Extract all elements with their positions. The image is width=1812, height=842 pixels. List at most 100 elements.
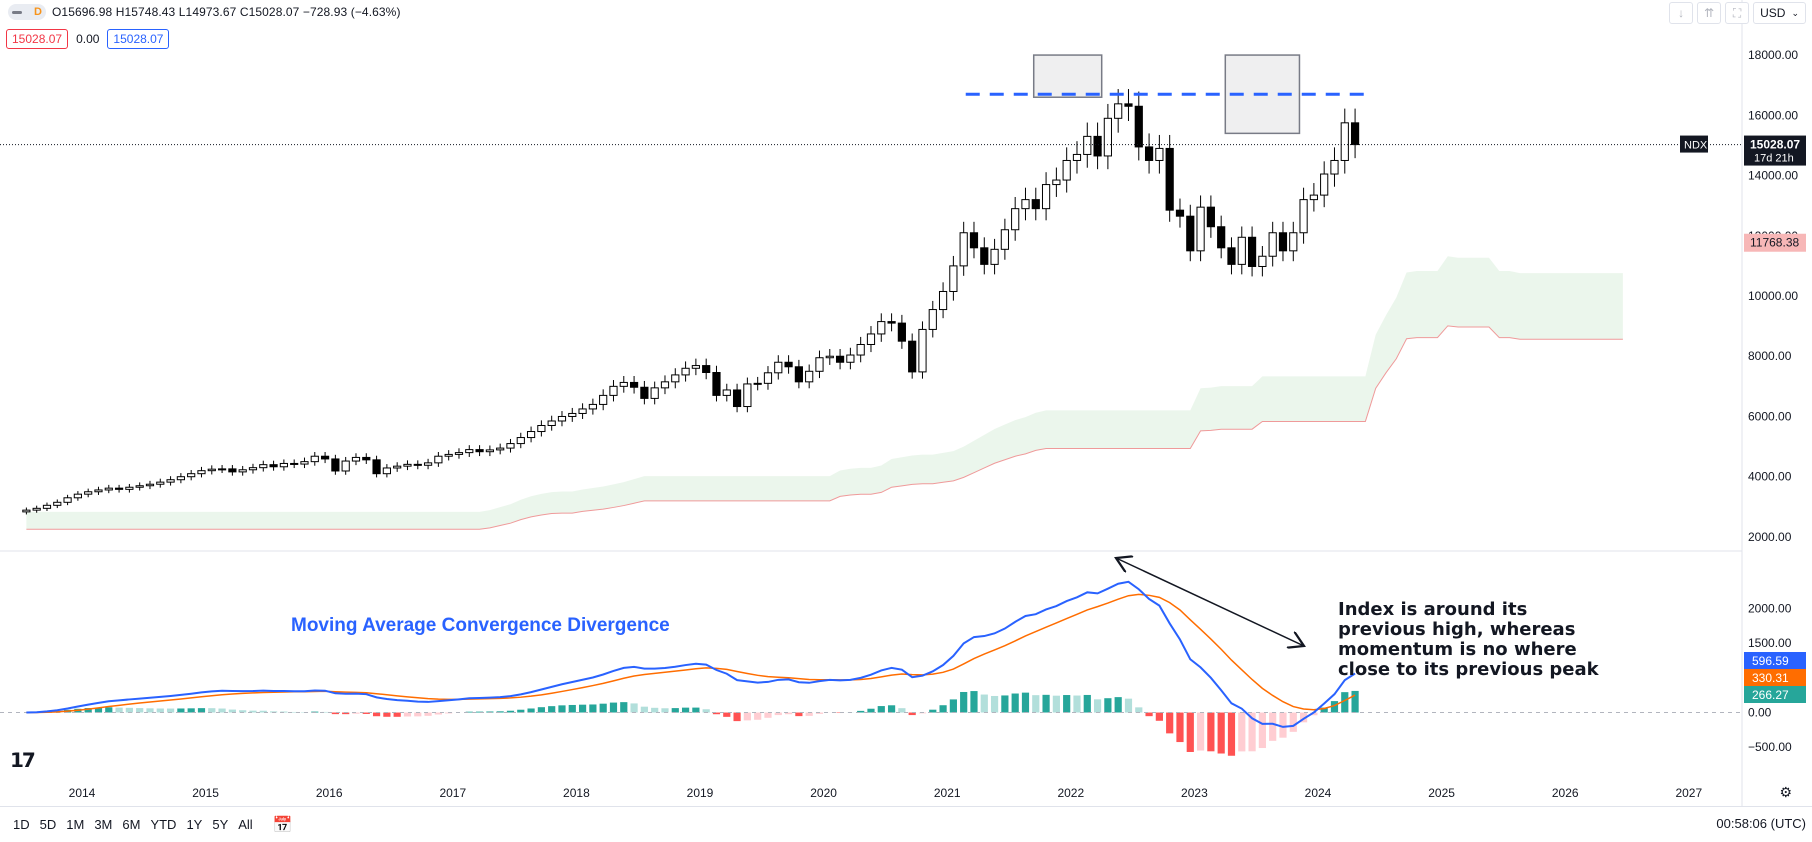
text-annotation[interactable]: Index is around its previous high, where…: [1338, 600, 1599, 680]
currency-select[interactable]: USD ⌄: [1753, 2, 1806, 24]
histogram-bar: [1299, 712, 1308, 723]
candle-body: [846, 354, 855, 363]
sell-price-button[interactable]: 15028.07: [6, 29, 69, 49]
time-axis-tick: 2015: [192, 786, 219, 800]
histogram-bar: [1289, 712, 1297, 732]
candle-body: [1237, 236, 1246, 265]
fullscreen-icon[interactable]: ⛶: [1725, 2, 1750, 24]
candle-body: [1093, 135, 1102, 157]
range-6m[interactable]: 6M: [122, 817, 141, 832]
time-axis-tick: 2017: [439, 786, 466, 800]
candle-body: [475, 449, 484, 453]
histogram-bar: [115, 707, 123, 713]
candle-body: [671, 374, 680, 383]
time-axis-tick: 2019: [687, 786, 714, 800]
time-axis-tick: 2027: [1675, 786, 1702, 800]
histogram-bar: [269, 711, 278, 713]
price-axis-tick: 4000.00: [1748, 470, 1792, 484]
candle-body: [1144, 146, 1154, 161]
candle-body: [331, 458, 340, 472]
histogram-bar: [496, 711, 504, 713]
histogram-bar: [774, 712, 782, 716]
histogram-bar: [1104, 698, 1112, 713]
histogram-bar: [486, 711, 494, 713]
range-all[interactable]: All: [238, 817, 253, 832]
candle-body: [588, 403, 597, 410]
range-1d[interactable]: 1D: [13, 817, 30, 832]
candle-body: [619, 381, 628, 387]
histogram-bar: [589, 704, 597, 713]
histogram-bar: [424, 712, 432, 716]
candle-body: [1021, 199, 1030, 210]
candle-body: [949, 265, 958, 292]
annotation-line: Index is around its: [1338, 599, 1528, 620]
candle-body: [94, 489, 103, 493]
gear-icon[interactable]: ⚙: [1779, 784, 1792, 800]
indicator-label: Moving Average Convergence Divergence: [291, 615, 670, 636]
range-1m[interactable]: 1M: [66, 817, 85, 832]
candle-body: [650, 387, 659, 399]
macd-line: [26, 580, 1356, 728]
candle-body: [578, 408, 587, 414]
chart-canvas[interactable]: 2000.004000.006000.008000.0010000.001200…: [0, 0, 1812, 806]
histogram-bar: [177, 708, 185, 713]
candle-body: [351, 456, 361, 462]
histogram-bar: [414, 712, 422, 717]
candle-body: [403, 463, 412, 467]
candle-body: [825, 355, 834, 359]
range-ytd[interactable]: YTD: [150, 817, 177, 832]
calendar-icon[interactable]: 📅: [272, 816, 293, 834]
histogram-bar: [970, 691, 978, 713]
double-arrow-up-icon[interactable]: ⇈: [1697, 2, 1722, 24]
candle-body: [743, 383, 752, 408]
arrow-down-icon[interactable]: ↓: [1669, 2, 1694, 24]
price-axis-tick: 8000.00: [1748, 349, 1792, 363]
histogram-bar: [898, 708, 906, 713]
histogram-bar: [239, 710, 247, 713]
histogram-bar: [1320, 707, 1328, 713]
candle-body: [1124, 103, 1133, 107]
tradingview-logo-icon[interactable]: 𝟭𝟳: [10, 750, 36, 772]
candle-body: [753, 382, 762, 385]
candle-body: [166, 479, 175, 483]
lag-line-label: 11768.38: [1750, 236, 1799, 250]
candle-body: [1186, 215, 1195, 252]
indicator-axis-tick: −500.00: [1748, 740, 1792, 754]
candle-body: [722, 389, 731, 396]
candle-body: [434, 455, 443, 464]
candle-body: [712, 371, 721, 396]
candle-body: [887, 321, 896, 324]
candle-body: [691, 365, 700, 369]
candle-body: [238, 469, 247, 473]
series-visibility-toggle[interactable]: D: [8, 4, 46, 20]
range-3m[interactable]: 3M: [94, 817, 113, 832]
histogram-bar: [939, 705, 947, 713]
histogram-bar: [393, 712, 401, 717]
candle-body: [279, 462, 288, 468]
time-axis-tick: 2026: [1552, 786, 1579, 800]
histogram-bar: [599, 703, 607, 713]
range-5d[interactable]: 5D: [39, 817, 57, 832]
buy-price-button[interactable]: 15028.07: [107, 29, 170, 49]
histogram-bar: [331, 712, 339, 715]
range-5y[interactable]: 5Y: [212, 817, 229, 832]
bottom-toolbar: 1D 5D 1M 3M 6M YTD 1Y 5Y All 📅 00:58:06 …: [0, 806, 1812, 842]
histogram-bar: [1351, 690, 1359, 713]
candle-body: [269, 464, 278, 468]
candle-body: [629, 381, 639, 388]
histogram-bar: [372, 712, 381, 717]
histogram-bar: [208, 708, 216, 713]
histogram-bar: [352, 712, 360, 714]
histogram-bar: [1135, 707, 1143, 713]
candle-body: [104, 487, 113, 491]
range-1y[interactable]: 1Y: [186, 817, 203, 832]
utc-clock[interactable]: 00:58:06 (UTC): [1716, 816, 1806, 831]
candle-body: [1258, 255, 1267, 267]
candle-body: [1175, 209, 1185, 217]
histogram-bar: [1166, 712, 1174, 734]
candle-body: [1268, 232, 1277, 257]
candle-body: [640, 386, 649, 399]
histogram-bar: [537, 707, 545, 713]
candle-body: [248, 467, 258, 471]
